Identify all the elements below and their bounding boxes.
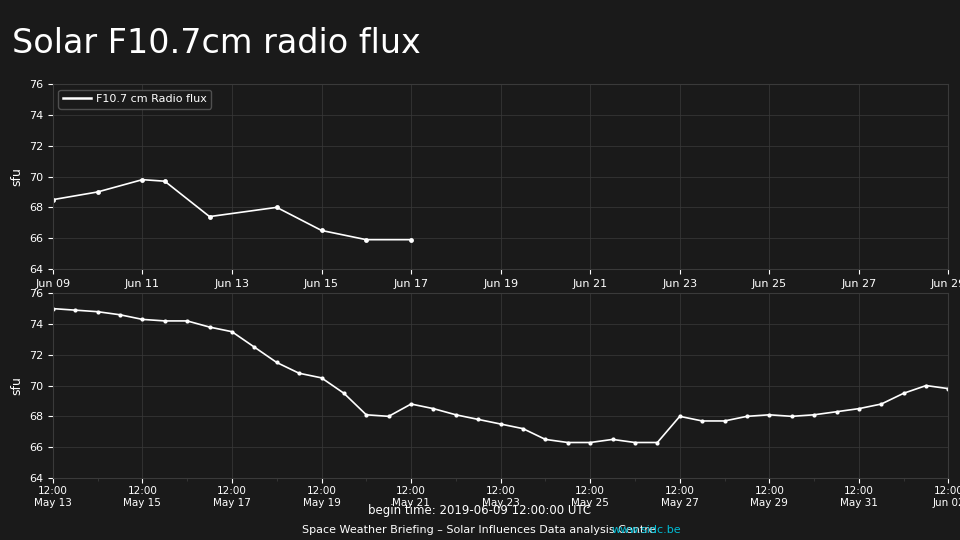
Text: Solar F10.7cm radio flux: Solar F10.7cm radio flux [12, 26, 420, 59]
Text: Space Weather Briefing – Solar Influences Data analysis Centre: Space Weather Briefing – Solar Influence… [301, 525, 659, 535]
Y-axis label: sfu: sfu [11, 167, 23, 186]
Text: begin time: 2019-06-09 12:00:00 UTC: begin time: 2019-06-09 12:00:00 UTC [369, 504, 591, 517]
Legend: F10.7 cm Radio flux: F10.7 cm Radio flux [59, 90, 211, 109]
Text: www.sidc.be: www.sidc.be [612, 525, 681, 535]
Y-axis label: sfu: sfu [11, 376, 23, 395]
